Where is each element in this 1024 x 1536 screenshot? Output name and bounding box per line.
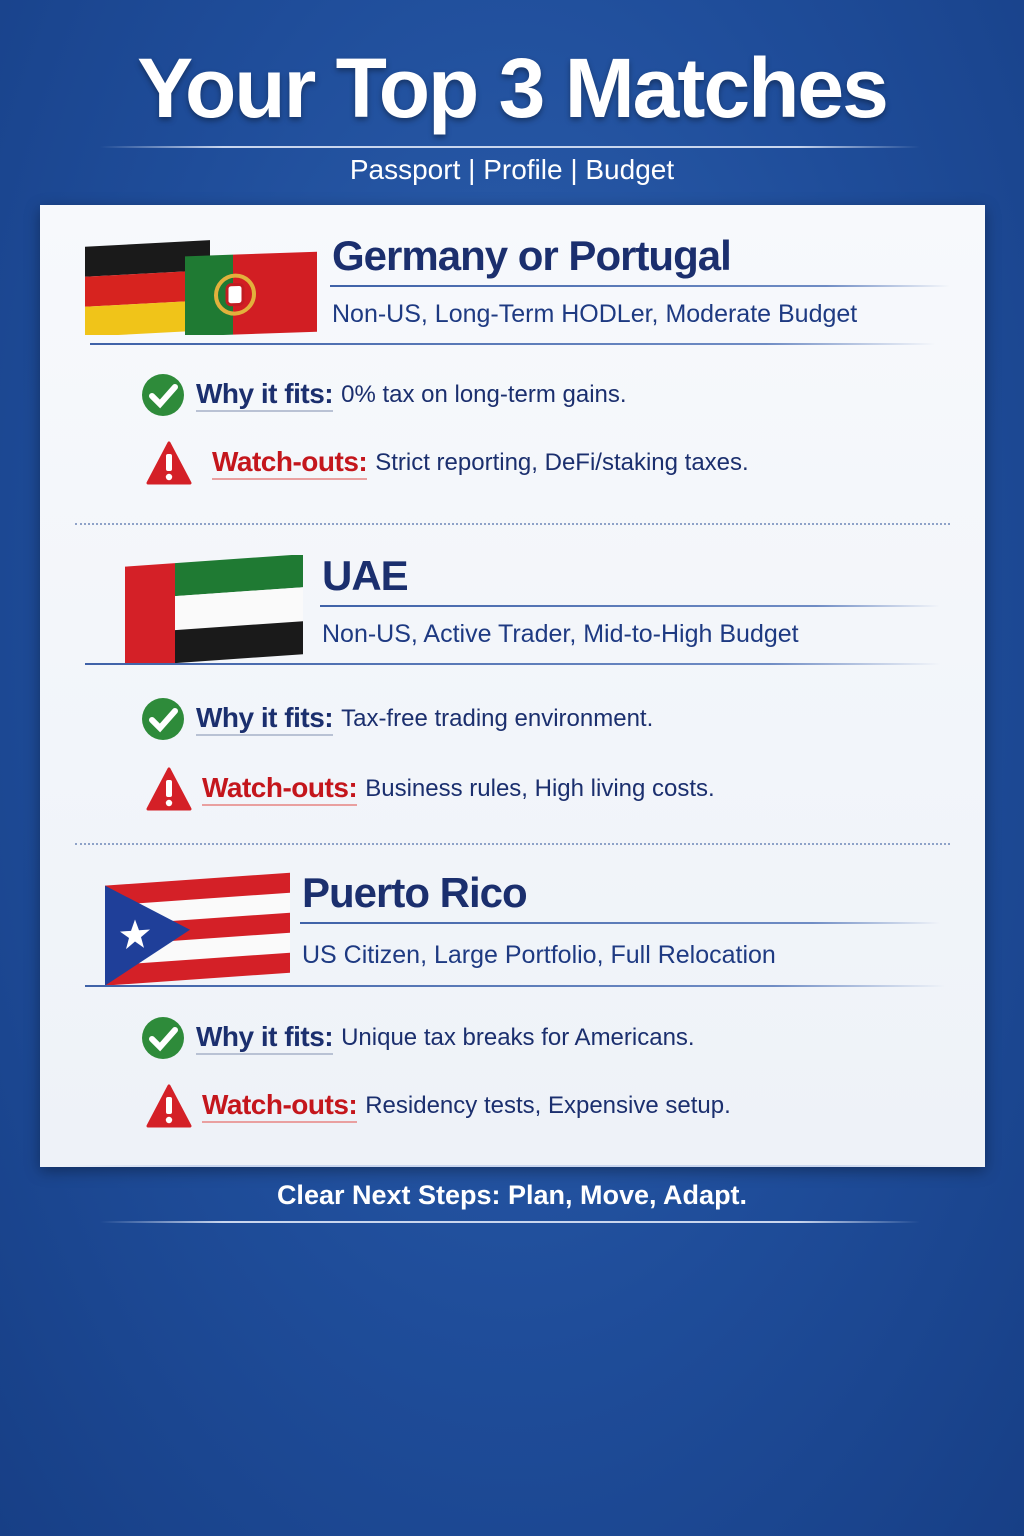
- match-title: Puerto Rico: [302, 869, 528, 916]
- watch-outs-row: Watch-outs: Business rules, High living …: [140, 767, 715, 811]
- uae-flag: [125, 555, 303, 665]
- match-title: Germany or Portugal: [332, 232, 732, 279]
- footer-next-steps: Clear Next Steps: Plan, Move, Adapt.: [276, 1180, 748, 1210]
- divider: [85, 985, 945, 987]
- divider: [85, 663, 940, 665]
- warning-icon: [146, 767, 192, 811]
- why-text: 0% tax on long-term gains.: [341, 381, 627, 408]
- puerto-rico-flag: [105, 872, 290, 986]
- why-text: Tax-free trading environment.: [341, 705, 654, 732]
- divider: [100, 146, 920, 148]
- match-germany-portugal: Germany or Portugal Non-US, Long-Term HO…: [40, 230, 985, 530]
- match-puerto-rico: Puerto Rico US Citizen, Large Portfolio,…: [40, 867, 985, 1167]
- germany-portugal-flags: [85, 240, 317, 335]
- why-it-fits-row: Why it fits: Unique tax breaks for Ameri…: [140, 1016, 695, 1060]
- why-label: Why it fits:: [196, 1021, 334, 1055]
- match-profile: Non-US, Long-Term HODLer, Moderate Budge…: [332, 300, 858, 328]
- match-uae: UAE Non-US, Active Trader, Mid-to-High B…: [40, 550, 985, 850]
- section-separator: [75, 843, 950, 845]
- watch-label: Watch-outs:: [202, 772, 358, 806]
- divider: [90, 343, 935, 345]
- match-profile: US Citizen, Large Portfolio, Full Reloca…: [302, 941, 776, 969]
- why-it-fits-row: Why it fits: Tax-free trading environmen…: [140, 697, 653, 741]
- check-circle-icon: [142, 698, 184, 740]
- watch-outs-row: Watch-outs: Residency tests, Expensive s…: [140, 1084, 731, 1128]
- warning-icon: [146, 441, 192, 485]
- divider: [300, 922, 940, 924]
- watch-text: Residency tests, Expensive setup.: [365, 1092, 731, 1119]
- watch-label: Watch-outs:: [212, 446, 368, 480]
- watch-text: Strict reporting, DeFi/staking taxes.: [375, 449, 749, 476]
- warning-icon: [146, 1084, 192, 1128]
- divider: [60, 1165, 960, 1167]
- why-it-fits-row: Why it fits: 0% tax on long-term gains.: [140, 373, 627, 417]
- matches-card: Germany or Portugal Non-US, Long-Term HO…: [40, 205, 985, 1167]
- why-text: Unique tax breaks for Americans.: [341, 1024, 695, 1051]
- page-title: Your Top 3 Matches: [137, 41, 889, 135]
- divider: [330, 285, 950, 287]
- why-label: Why it fits:: [196, 378, 334, 412]
- divider: [100, 1221, 920, 1223]
- page-subtitle: Passport | Profile | Budget: [349, 154, 675, 185]
- match-profile: Non-US, Active Trader, Mid-to-High Budge…: [322, 620, 799, 648]
- why-label: Why it fits:: [196, 702, 334, 736]
- watch-text: Business rules, High living costs.: [365, 775, 715, 802]
- section-separator: [75, 523, 950, 525]
- watch-outs-row: Watch-outs: Strict reporting, DeFi/staki…: [140, 441, 749, 485]
- match-title: UAE: [322, 552, 409, 599]
- check-circle-icon: [142, 1017, 184, 1059]
- check-circle-icon: [142, 374, 184, 416]
- watch-label: Watch-outs:: [202, 1089, 358, 1123]
- divider: [320, 605, 940, 607]
